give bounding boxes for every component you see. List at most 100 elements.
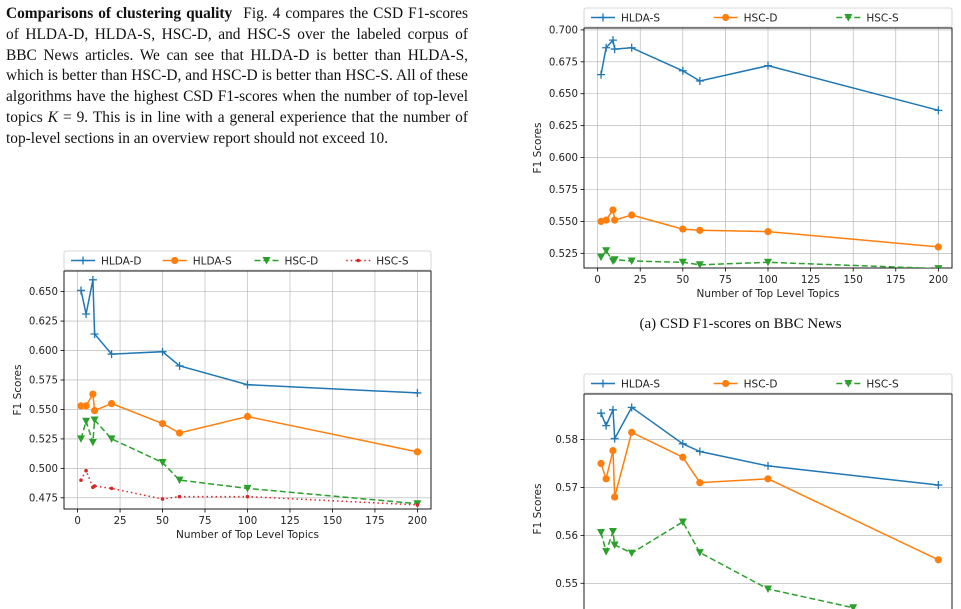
- legend-label-hsc-d: HSC-D: [744, 12, 778, 24]
- data-point-hsc-s: [84, 468, 88, 473]
- data-point-hlda-s: [934, 481, 943, 490]
- data-point-hsc-d: [934, 556, 942, 564]
- legend-label-hsc-d: HSC-D: [285, 255, 319, 267]
- legend-label-hsc-d: HSC-D: [744, 378, 778, 390]
- x-tick-label: 125: [280, 516, 299, 527]
- x-tick-label: 175: [365, 516, 384, 527]
- data-point-hsc-d: [628, 211, 636, 219]
- x-tick-label: 0: [594, 275, 600, 286]
- y-tick-label: 0.58: [555, 435, 578, 446]
- data-point-hsc-d: [679, 225, 687, 233]
- y-tick-label: 0.600: [549, 153, 578, 164]
- y-tick-label: 0.550: [549, 217, 578, 228]
- data-point-hsc-d: [88, 438, 97, 447]
- data-point-hsc-s: [245, 494, 250, 499]
- data-point-hsc-s: [695, 261, 704, 268]
- legend-marker-hsc-s: [356, 258, 361, 263]
- y-tick-label: 0.56: [555, 531, 578, 542]
- data-point-hlda-s: [89, 390, 97, 398]
- data-point-hsc-d: [90, 416, 99, 425]
- y-tick-label: 0.600: [29, 346, 58, 357]
- x-tick-label: 75: [719, 275, 732, 286]
- data-point-hlda-s: [107, 399, 116, 408]
- legend-label-hlda-s: HLDA-S: [621, 378, 660, 390]
- data-point-hsc-s: [678, 258, 687, 267]
- data-point-hsc-s: [610, 541, 619, 549]
- y-tick-label: 0.675: [549, 57, 578, 68]
- plot-area: [597, 403, 943, 609]
- data-point-hsc-d: [611, 493, 619, 501]
- y-axis-label: F1 Scores: [532, 484, 544, 535]
- legend-marker-hlda-s: [599, 379, 607, 388]
- data-point-hsc-s: [92, 484, 97, 488]
- data-point-hsc-d: [609, 446, 617, 455]
- y-tick-label: 0.55: [555, 579, 578, 590]
- data-point-hlda-s: [610, 45, 619, 54]
- data-point-hlda-s: [934, 106, 943, 115]
- data-point-hlda-d: [243, 380, 252, 389]
- data-point-hlda-d: [88, 275, 97, 284]
- data-point-hlda-s: [627, 43, 636, 52]
- x-tick-label: 200: [929, 275, 948, 286]
- data-point-hsc-d: [602, 475, 610, 483]
- data-point-hlda-d: [76, 286, 85, 295]
- data-point-hsc-s: [415, 503, 420, 507]
- data-point-hlda-s: [602, 43, 611, 52]
- series-line-hsc-s: [80, 468, 418, 506]
- x-tick-label: 25: [634, 275, 647, 286]
- legend-box: [63, 250, 432, 271]
- data-point-hsc-s: [678, 518, 687, 526]
- data-point-hsc-d: [934, 243, 942, 251]
- data-point-hlda-s: [678, 439, 687, 448]
- data-point-hlda-s: [90, 407, 99, 415]
- legend-marker-hlda-d: [79, 256, 87, 265]
- legend-marker-hsc-d: [262, 257, 271, 265]
- y-tick-label: 0.650: [549, 89, 578, 100]
- legend-label-hlda-s: HLDA-S: [193, 255, 232, 267]
- data-point-hlda-s: [77, 402, 85, 410]
- legend-marker-hsc-s: [844, 380, 853, 388]
- data-point-hsc-s: [597, 253, 606, 262]
- data-point-hsc-s: [79, 478, 83, 482]
- data-point-hlda-s: [764, 461, 772, 470]
- data-point-hlda-s: [602, 421, 611, 430]
- data-point-hsc-d: [764, 228, 772, 236]
- data-point-hsc-s: [602, 548, 611, 556]
- data-point-hsc-d: [609, 206, 617, 214]
- data-point-hsc-s: [608, 528, 617, 536]
- x-axis-label: Number of Top Level Topics: [176, 529, 319, 541]
- legend-label-hsc-s: HSC-S: [866, 378, 899, 390]
- x-tick-label: 100: [238, 516, 257, 527]
- data-point-hsc-d: [82, 417, 91, 426]
- data-point-hsc-d: [175, 476, 184, 485]
- legend-label-hlda-d: HLDA-D: [101, 255, 141, 267]
- data-point-hlda-s: [243, 412, 252, 421]
- data-point-hsc-s: [764, 258, 772, 267]
- data-point-hlda-s: [608, 405, 617, 414]
- data-point-hlda-s: [413, 448, 422, 456]
- data-point-hlda-s: [597, 409, 606, 418]
- chart-second-dataset-f1: 0.55 0.56 0.57 0.58 HLDA-S HSC-D HSC-S F1 Score…: [532, 373, 953, 609]
- data-point-hsc-d: [243, 484, 252, 493]
- data-point-hsc-s: [177, 494, 182, 499]
- data-point-hsc-d: [764, 475, 772, 483]
- chart-bbc-four-methods: 0.475 0.500 0.525 0.550 0.575 0.600 0.625 0.650…: [12, 250, 432, 541]
- plot-area: [597, 36, 943, 268]
- data-point-hlda-d: [107, 350, 116, 359]
- data-point-hsc-s: [627, 549, 636, 558]
- y-tick-label: 0.525: [29, 434, 58, 445]
- x-tick-label: 150: [843, 275, 862, 286]
- x-axis-label: Number of Top Level Topics: [697, 288, 840, 300]
- series-line-hsc-d: [80, 418, 418, 505]
- data-point-hlda-s: [82, 402, 90, 410]
- data-point-hsc-d: [158, 458, 167, 467]
- x-tick-label: 25: [114, 516, 127, 527]
- legend-label-hsc-s: HSC-S: [866, 12, 899, 24]
- data-point-hsc-d: [76, 435, 85, 443]
- series-line-hlda-d: [80, 279, 418, 394]
- legend-marker-hlda-s: [171, 256, 179, 265]
- axes-frame: [583, 393, 953, 609]
- y-tick-label: 0.575: [29, 375, 58, 386]
- data-point-hsc-s: [849, 604, 858, 609]
- data-point-hlda-s: [610, 434, 619, 443]
